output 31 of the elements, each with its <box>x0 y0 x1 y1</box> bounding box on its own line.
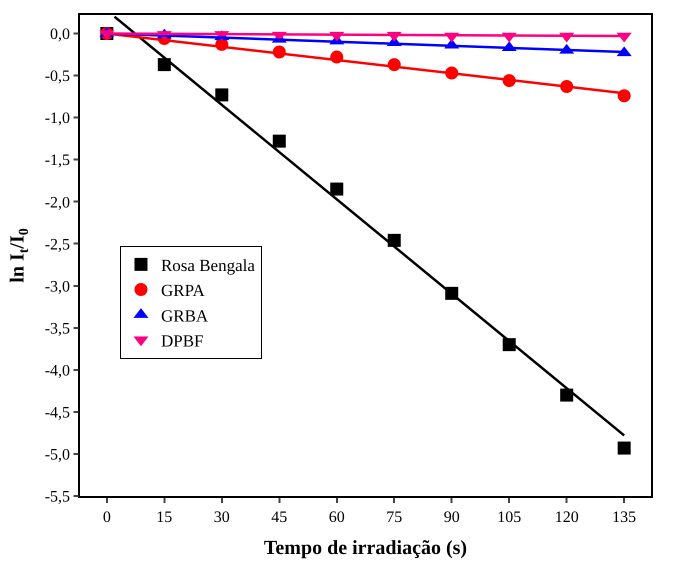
point <box>215 88 228 102</box>
x-tick-label: 75 <box>386 508 402 526</box>
y-tick-label: -0,5 <box>44 68 70 86</box>
x-tick-label: 45 <box>271 508 288 526</box>
point <box>618 442 631 455</box>
legend-label: GRBA <box>160 306 209 326</box>
x-tick-label: 120 <box>554 508 579 526</box>
y-tick-label: -4,5 <box>44 404 70 422</box>
y-tick-label: -3,0 <box>44 278 70 296</box>
y-tick-label: -1,5 <box>44 152 70 170</box>
y-tick-label: 0,0 <box>50 26 70 44</box>
y-tick-label: -5,0 <box>44 446 70 464</box>
x-axis-title: Tempo de irradiação (s) <box>264 536 468 559</box>
y-tick-label: -3,5 <box>44 320 70 338</box>
x-tick-label: 90 <box>444 508 460 526</box>
y-tick-label: -2,0 <box>44 194 70 212</box>
x-tick-label: 30 <box>214 508 230 526</box>
x-tick-label: 0 <box>102 508 111 526</box>
y-tick-label: -5,5 <box>44 488 70 506</box>
x-tick-label: 15 <box>156 508 172 526</box>
x-tick-label: 105 <box>497 508 522 526</box>
point <box>272 134 286 148</box>
point <box>330 182 344 196</box>
legend-label: Rosa Bengala <box>160 256 256 276</box>
y-tick-label: -1,0 <box>44 110 70 128</box>
y-tick-label: -2,5 <box>44 236 70 254</box>
x-tick-label: 60 <box>328 508 345 526</box>
y-tick-label: -4,0 <box>44 362 70 380</box>
x-tick-label: 135 <box>612 508 636 526</box>
legend-label: GRPA <box>160 281 206 300</box>
legend-label: DPBF <box>160 331 204 350</box>
